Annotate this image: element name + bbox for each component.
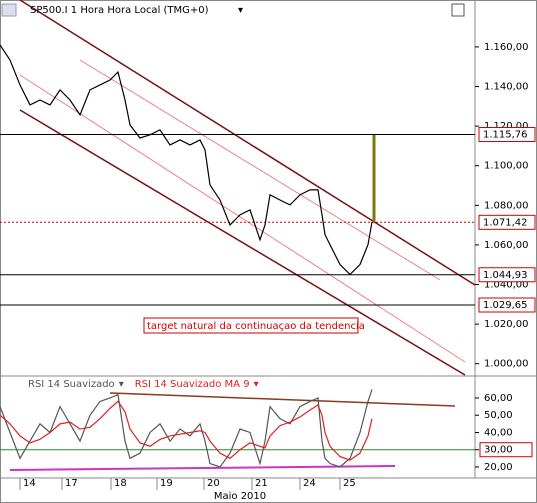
level-label-box bbox=[478, 297, 536, 313]
y-tick-label: 30,00 bbox=[484, 445, 513, 456]
legend-menu-arrow: ▾ bbox=[254, 379, 259, 390]
y-tick-label: 1.080,00 bbox=[484, 200, 529, 211]
y-tick-label: 20,00 bbox=[484, 462, 513, 473]
legend-menu-arrow: ▾ bbox=[119, 379, 124, 390]
y-tick-label: 1.100,00 bbox=[484, 161, 529, 172]
y-tick-label: 1.020,00 bbox=[484, 319, 529, 330]
y-tick-label: 60,00 bbox=[484, 393, 513, 404]
level-label: 1.115,76 bbox=[483, 130, 528, 141]
y-tick-label: 1.040,00 bbox=[484, 280, 529, 291]
y-tick-label: 1.000,00 bbox=[484, 359, 529, 370]
title-menu-arrow[interactable]: ▾ bbox=[238, 5, 243, 16]
channel-upper bbox=[19, 0, 476, 286]
level-label: 1.029,65 bbox=[483, 300, 528, 311]
chart-title[interactable]: SP500.I 1 Hora Hora Local (TMG+0) bbox=[30, 5, 209, 16]
tick-highlight bbox=[479, 442, 533, 458]
y-tick-label: 1.060,00 bbox=[484, 240, 529, 251]
channel-mid-b bbox=[19, 74, 466, 363]
x-tick-label: 18 bbox=[114, 478, 127, 489]
channel-mid-a bbox=[79, 59, 441, 281]
y-tick-label: 50,00 bbox=[484, 410, 513, 421]
y-tick-label: 1.120,00 bbox=[484, 121, 529, 132]
legend-entry[interactable]: RSI 14 Suavizado MA 9 bbox=[135, 379, 250, 390]
x-axis-title: Maio 2010 bbox=[214, 491, 266, 502]
x-tick-label: 25 bbox=[343, 478, 356, 489]
series-line bbox=[0, 389, 373, 468]
y-tick-label: 1.160,00 bbox=[484, 42, 529, 53]
level-label: 1.044,93 bbox=[483, 270, 528, 281]
x-tick-label: 14 bbox=[23, 478, 36, 489]
x-tick-label: 19 bbox=[160, 478, 173, 489]
annotation: target natural da continuaçao da tendenc… bbox=[147, 321, 365, 332]
trend-channel bbox=[19, 0, 476, 376]
x-tick-label: 21 bbox=[255, 478, 268, 489]
rsi-trend bbox=[109, 392, 456, 407]
x-tick-label: 20 bbox=[207, 478, 220, 489]
level-label-box bbox=[478, 267, 536, 283]
x-tick-label: 17 bbox=[65, 478, 78, 489]
series-line bbox=[0, 44, 373, 276]
x-tick-label: 24 bbox=[303, 478, 316, 489]
legend-entry[interactable]: RSI 14 Suavizado bbox=[28, 379, 115, 390]
y-tick-label: 40,00 bbox=[484, 427, 513, 438]
channel-lower bbox=[19, 109, 466, 376]
annotation-box bbox=[143, 317, 359, 334]
level-label-box bbox=[478, 127, 536, 143]
y-tick-label: 1.140,00 bbox=[484, 82, 529, 93]
level-label-box bbox=[478, 214, 536, 230]
channel-mid bbox=[19, 59, 466, 363]
maximize-button[interactable] bbox=[451, 3, 465, 17]
series-line bbox=[0, 400, 373, 461]
rsi-support bbox=[9, 465, 396, 471]
level-label: 1.071,42 bbox=[483, 217, 528, 228]
symbol-icon bbox=[1, 3, 17, 17]
